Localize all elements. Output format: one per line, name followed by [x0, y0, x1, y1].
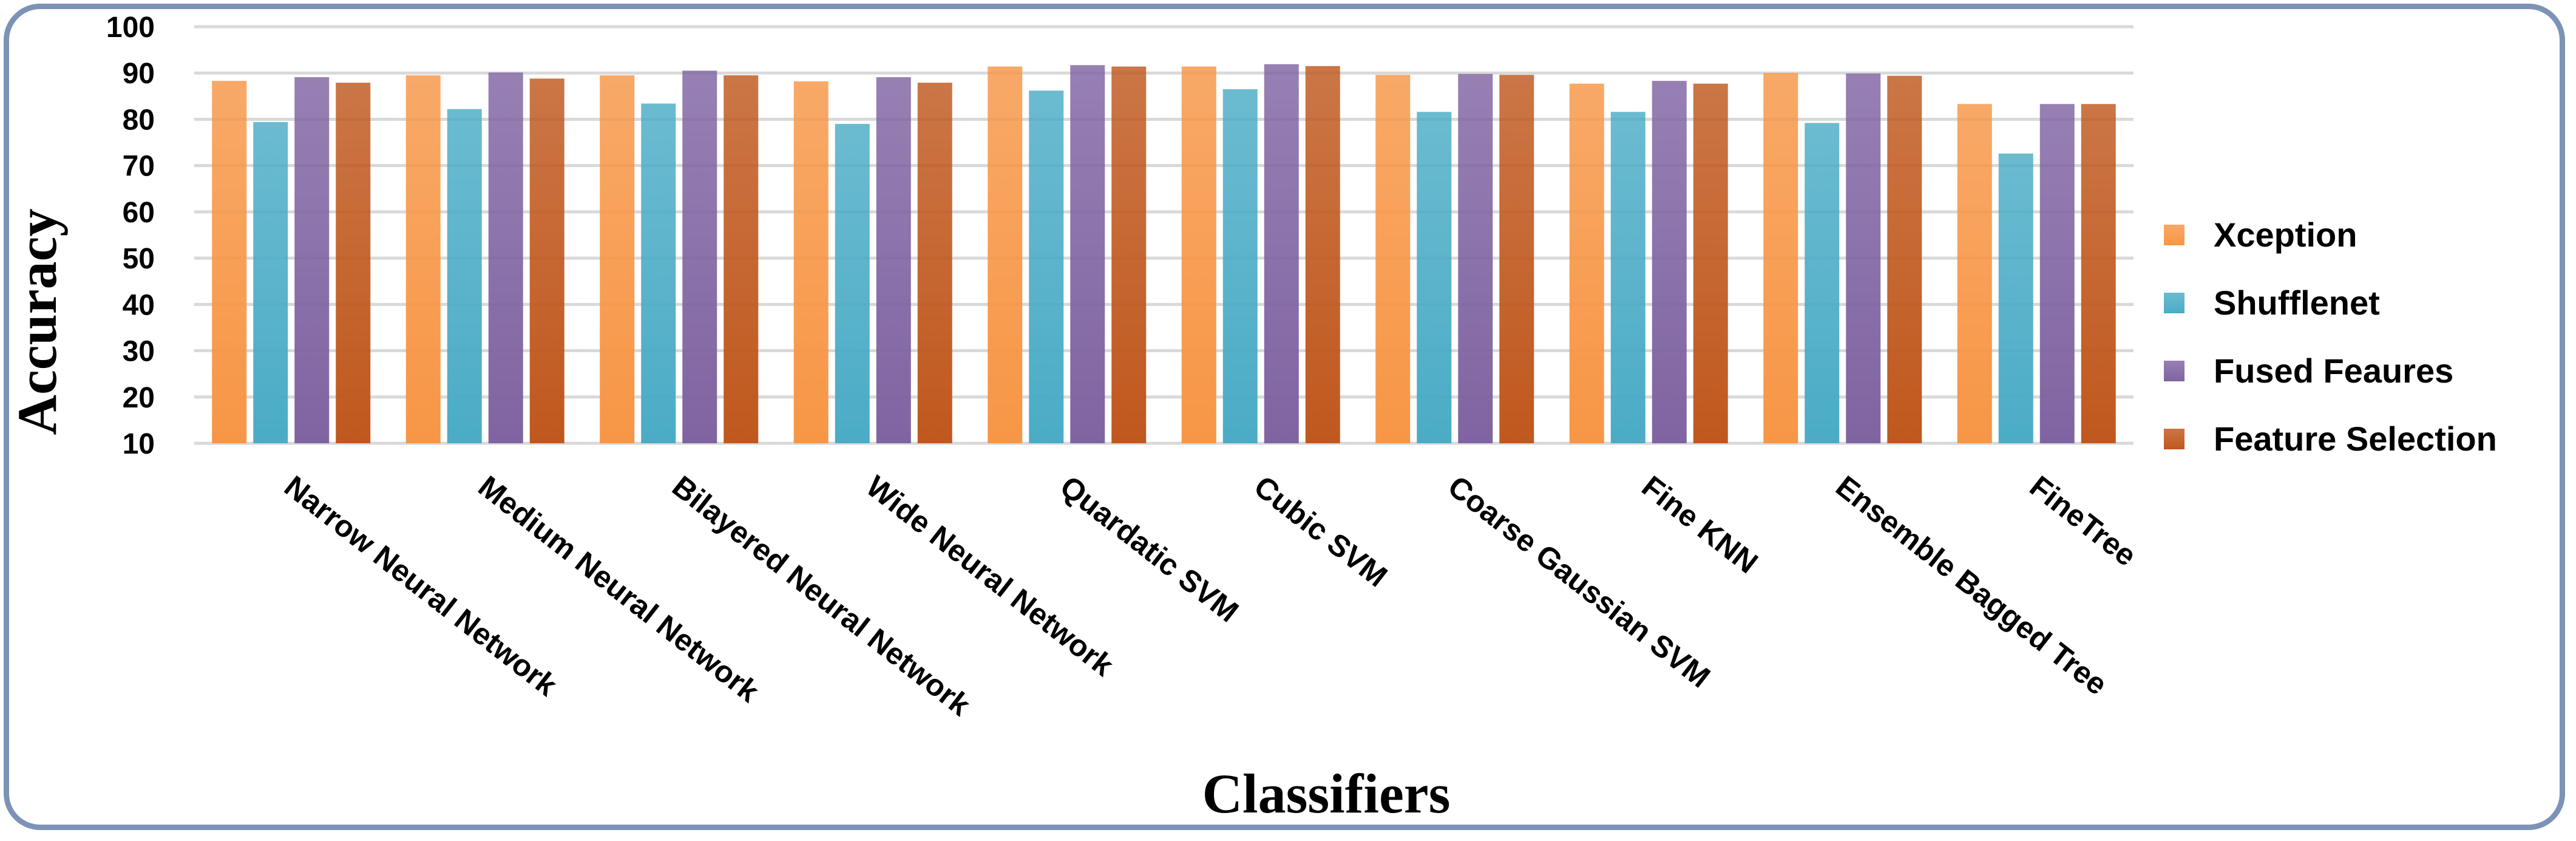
y-tick-label: 30: [123, 336, 155, 368]
bar-fused-feaures: [488, 72, 523, 443]
y-tick-label: 40: [123, 289, 155, 321]
y-tick-label: 50: [123, 243, 155, 275]
bar-fused-feaures: [1458, 73, 1493, 444]
bar-xception: [793, 81, 829, 444]
bar-shufflenet: [1610, 112, 1646, 443]
y-tick-label: 100: [106, 12, 155, 44]
bar-shufflenet: [447, 109, 482, 444]
legend-label: Feature Selection: [2214, 420, 2497, 458]
legend-label: Shufflenet: [2214, 284, 2380, 322]
legend-label: Fused Feaures: [2214, 352, 2453, 390]
legend-swatch: [2164, 429, 2185, 449]
y-tick-label: 80: [123, 104, 155, 136]
bar-fused-feaures: [2039, 104, 2075, 443]
bar-shufflenet: [1222, 89, 1258, 443]
bars: [212, 64, 2116, 444]
y-axis-ticks: 10 20 30 40 50 60 70 80 90 100: [106, 12, 155, 460]
bar-xception: [1763, 73, 1798, 443]
bar-fused-feaures: [1846, 73, 1881, 444]
bar-fused-feaures: [294, 77, 330, 444]
bar-feature-selection: [1111, 66, 1147, 444]
bar-fused-feaures: [876, 77, 911, 444]
bar-xception: [1181, 66, 1216, 444]
bar-fused-feaures: [682, 70, 717, 443]
bar-feature-selection: [336, 83, 371, 443]
y-tick-label: 60: [123, 197, 155, 229]
bar-xception: [212, 81, 247, 443]
bar-fused-feaures: [1652, 81, 1687, 443]
bar-xception: [600, 75, 635, 444]
bar-xception: [1957, 104, 1992, 443]
bar-feature-selection: [1693, 83, 1728, 444]
legend-swatch: [2164, 361, 2185, 381]
x-category-label: Cubic SVM: [1248, 469, 1394, 594]
y-axis-title: Accuracy: [6, 209, 68, 435]
bar-fused-feaures: [1070, 65, 1105, 443]
bar-xception: [988, 66, 1023, 444]
x-category-label: Fine KNN: [1636, 469, 1764, 581]
y-tick-label: 10: [123, 428, 155, 460]
bar-fused-feaures: [1264, 64, 1299, 444]
bar-feature-selection: [529, 78, 564, 443]
x-axis-title: Classifiers: [1202, 763, 1451, 825]
bar-xception: [405, 75, 441, 444]
legend-label: Xception: [2214, 216, 2357, 254]
legend-swatch: [2164, 225, 2185, 245]
bar-shufflenet: [835, 124, 870, 444]
bar-xception: [1375, 75, 1411, 443]
legend: Xception Shufflenet Fused Feaures Feature S…: [2164, 216, 2497, 458]
y-tick-label: 20: [123, 382, 155, 414]
bar-feature-selection: [1499, 75, 1534, 443]
y-tick-label: 70: [123, 151, 155, 183]
bar-shufflenet: [1417, 112, 1452, 443]
gridlines: [194, 25, 2134, 445]
bar-shufflenet: [641, 103, 676, 444]
bar-shufflenet: [253, 122, 288, 444]
bar-shufflenet: [1029, 90, 1064, 444]
bar-feature-selection: [1305, 66, 1340, 444]
legend-swatch: [2164, 293, 2185, 313]
bar-shufflenet: [1998, 153, 2033, 444]
bar-feature-selection: [2081, 104, 2116, 443]
bar-feature-selection: [724, 75, 759, 444]
x-category-label: FineTree: [2024, 469, 2143, 573]
bar-feature-selection: [917, 83, 952, 443]
bar-feature-selection: [1887, 75, 1922, 444]
y-tick-label: 90: [123, 58, 155, 90]
bar-shufflenet: [1805, 123, 1840, 443]
x-category-label: Quardatic SVM: [1054, 469, 1245, 629]
bar-xception: [1569, 83, 1604, 444]
